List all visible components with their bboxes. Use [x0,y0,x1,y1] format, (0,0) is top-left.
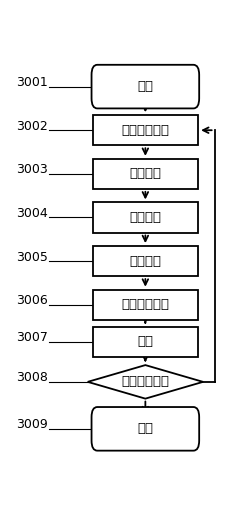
Polygon shape [88,365,203,399]
Bar [93,327,198,357]
Bar [93,290,198,320]
Text: 注入臭氧: 注入臭氧 [129,254,161,268]
Text: 达到脉动次数: 达到脉动次数 [121,375,169,389]
Text: 3006: 3006 [17,294,48,307]
Bar [93,202,198,232]
Text: 3008: 3008 [16,371,48,385]
FancyBboxPatch shape [92,65,199,109]
Text: 压力保持阶段: 压力保持阶段 [121,298,169,311]
Text: 结束: 结束 [137,422,153,435]
Text: 开始: 开始 [137,80,153,93]
Text: 注入纯水: 注入纯水 [129,211,161,224]
Text: 加热保温阶段: 加热保温阶段 [121,124,169,137]
Text: 3004: 3004 [17,207,48,220]
Bar [93,115,198,145]
Text: 泄压: 泄压 [137,335,153,348]
Bar [93,246,198,276]
Text: 3007: 3007 [16,331,48,344]
Text: 真空阶段: 真空阶段 [129,167,161,180]
Text: 3005: 3005 [16,250,48,264]
Text: 3009: 3009 [17,418,48,431]
Text: 3002: 3002 [17,120,48,133]
FancyBboxPatch shape [92,407,199,451]
Text: 3001: 3001 [17,76,48,89]
Text: 3003: 3003 [17,163,48,176]
Bar [93,159,198,189]
